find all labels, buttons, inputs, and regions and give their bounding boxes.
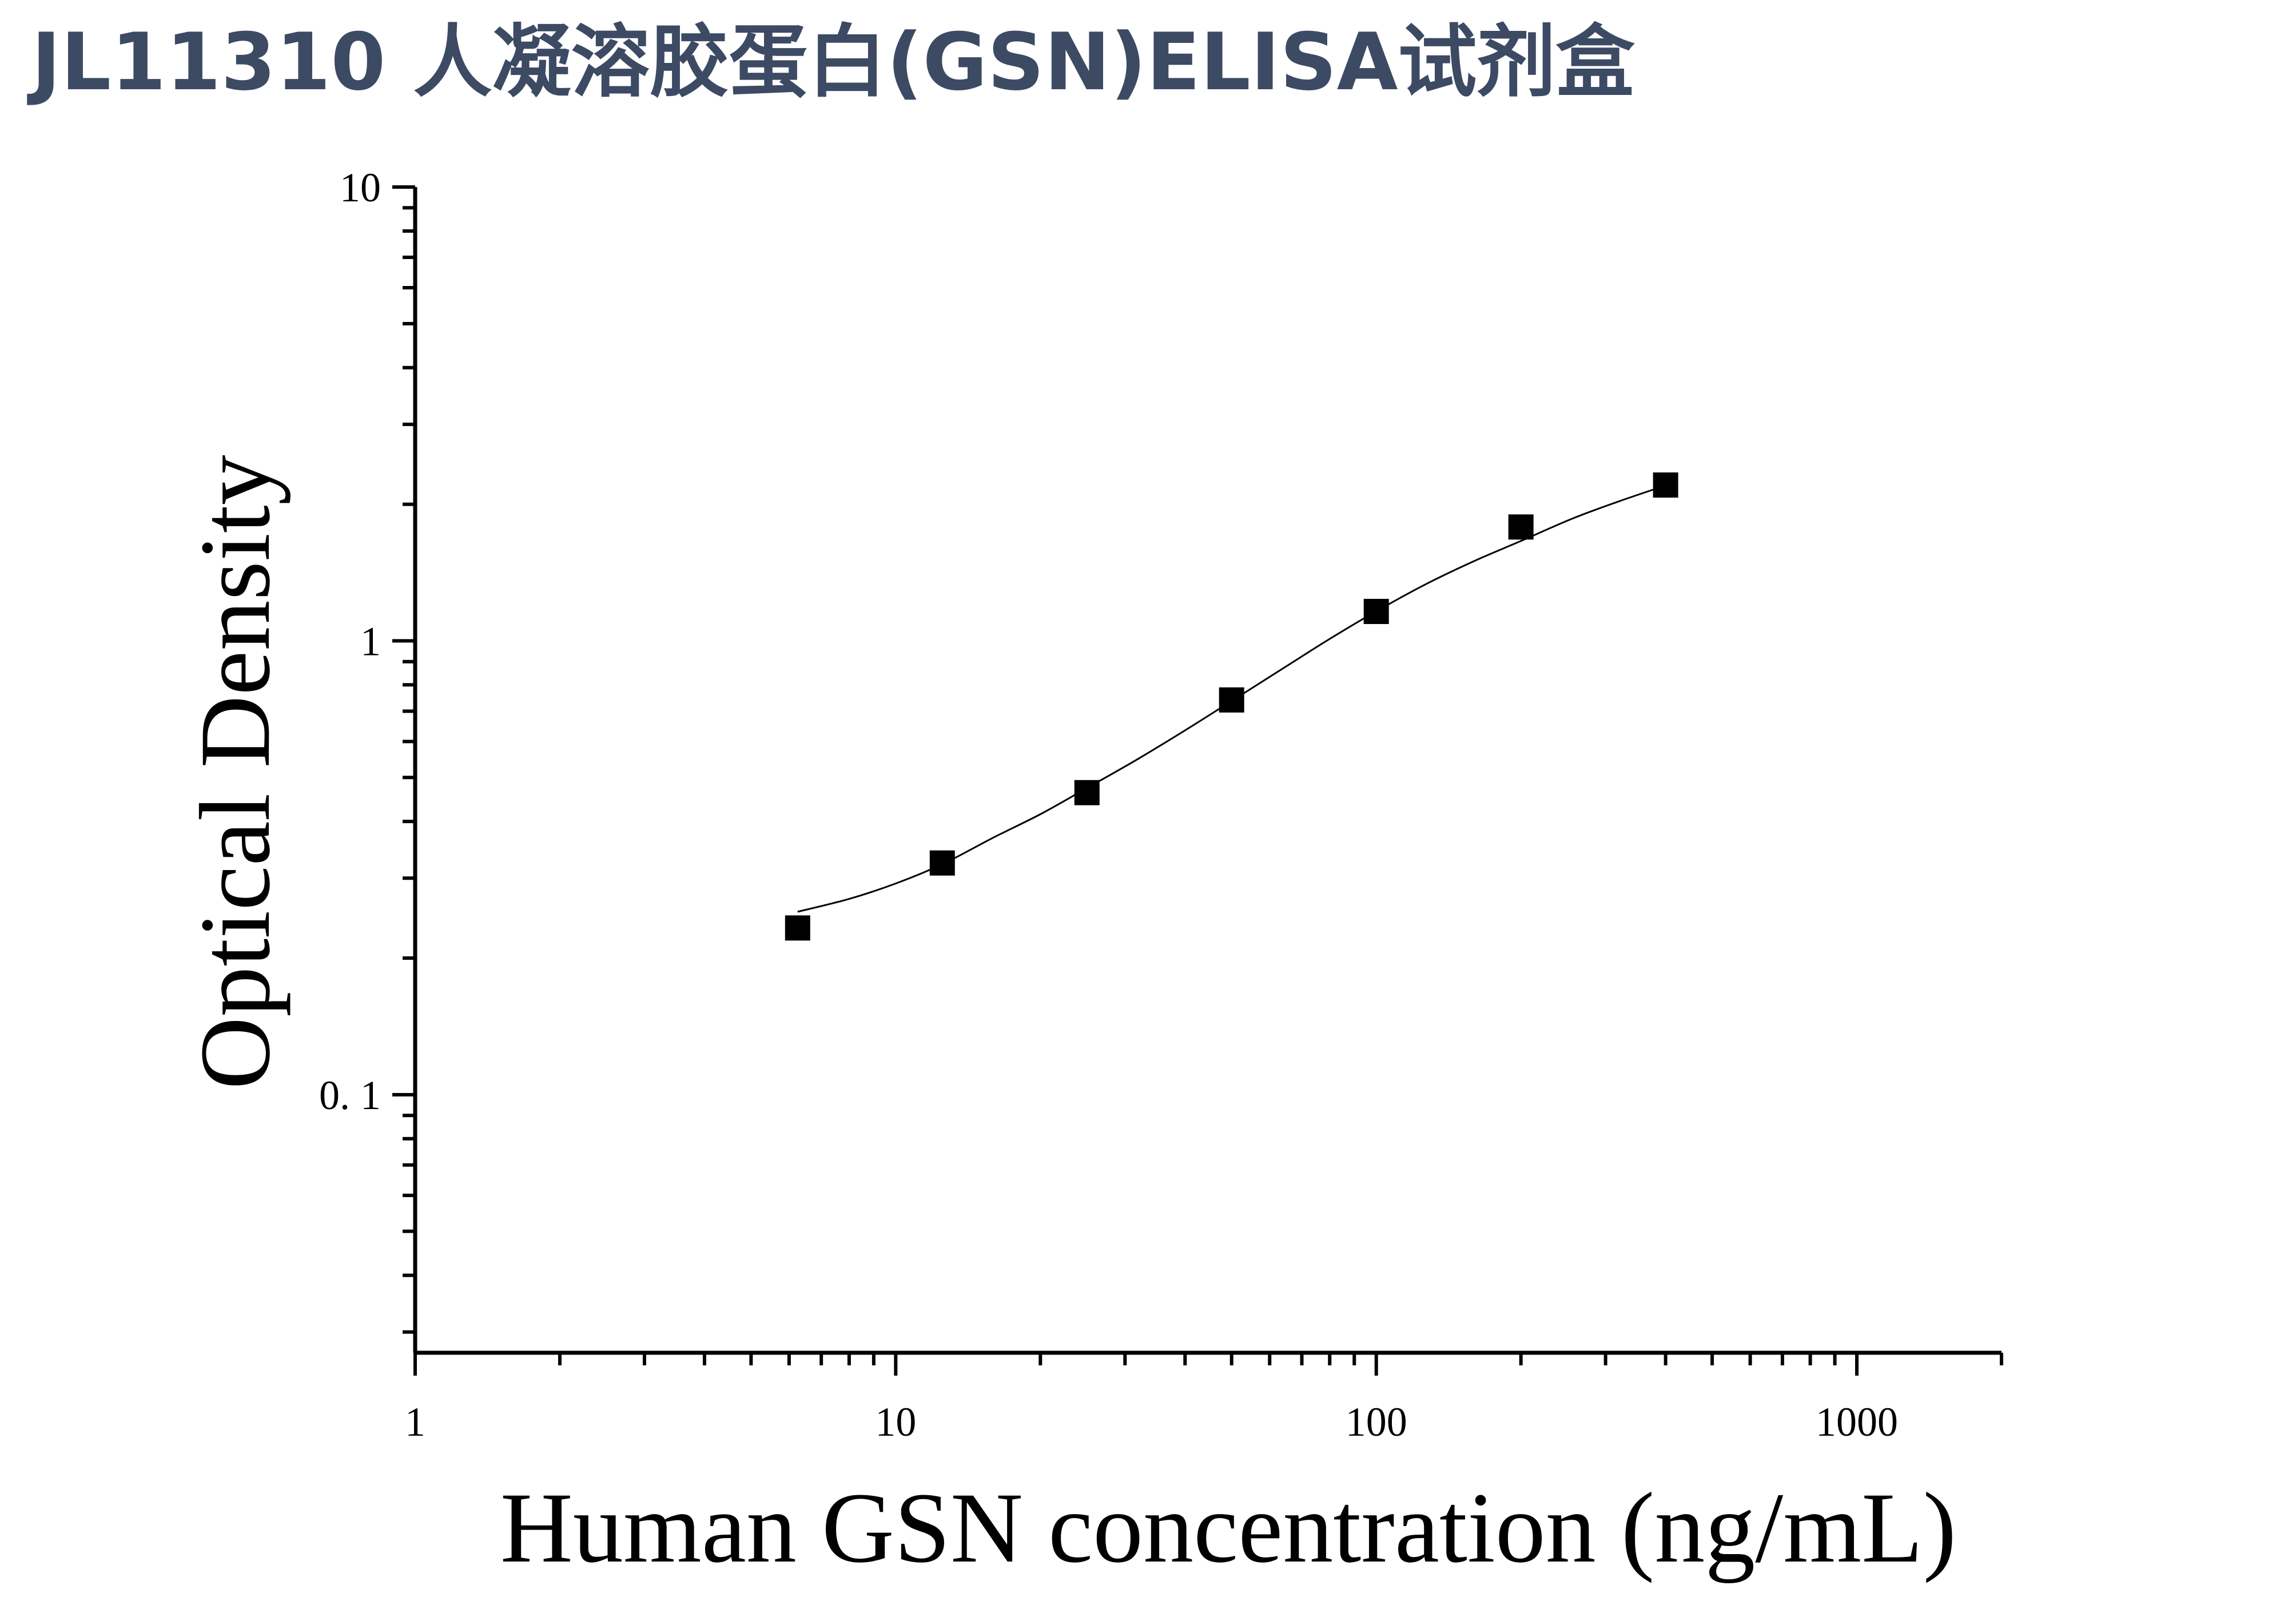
- axis-labels: 1 10 100 1000 0. 1 1 10 Human GSN concentration…: [180, 165, 1956, 1584]
- data-point: [929, 850, 955, 876]
- x-axis-title: Human GSN concentration (ng/mL): [500, 1472, 1957, 1584]
- data-point: [1653, 472, 1678, 498]
- y-tick-label: 1: [360, 618, 381, 664]
- x-tick-label: 10: [875, 1399, 916, 1445]
- data-point: [1508, 514, 1534, 540]
- x-tick-label: 1: [405, 1399, 425, 1445]
- y-tick-label: 10: [340, 165, 381, 210]
- data-point: [1363, 598, 1389, 624]
- data-point: [1074, 780, 1100, 805]
- axes: [392, 185, 2003, 1376]
- x-tick-label: 1000: [1816, 1399, 1898, 1445]
- page-title: JL11310 人凝溶胶蛋白(GSN)ELISA试剂盒: [31, 16, 1635, 108]
- x-tick-label: 100: [1346, 1399, 1407, 1445]
- data-point: [785, 915, 810, 941]
- y-axis-title: Optical Density: [180, 455, 291, 1090]
- data-points: [785, 472, 1678, 941]
- y-tick-label: 0. 1: [319, 1072, 381, 1118]
- data-point: [1219, 687, 1244, 713]
